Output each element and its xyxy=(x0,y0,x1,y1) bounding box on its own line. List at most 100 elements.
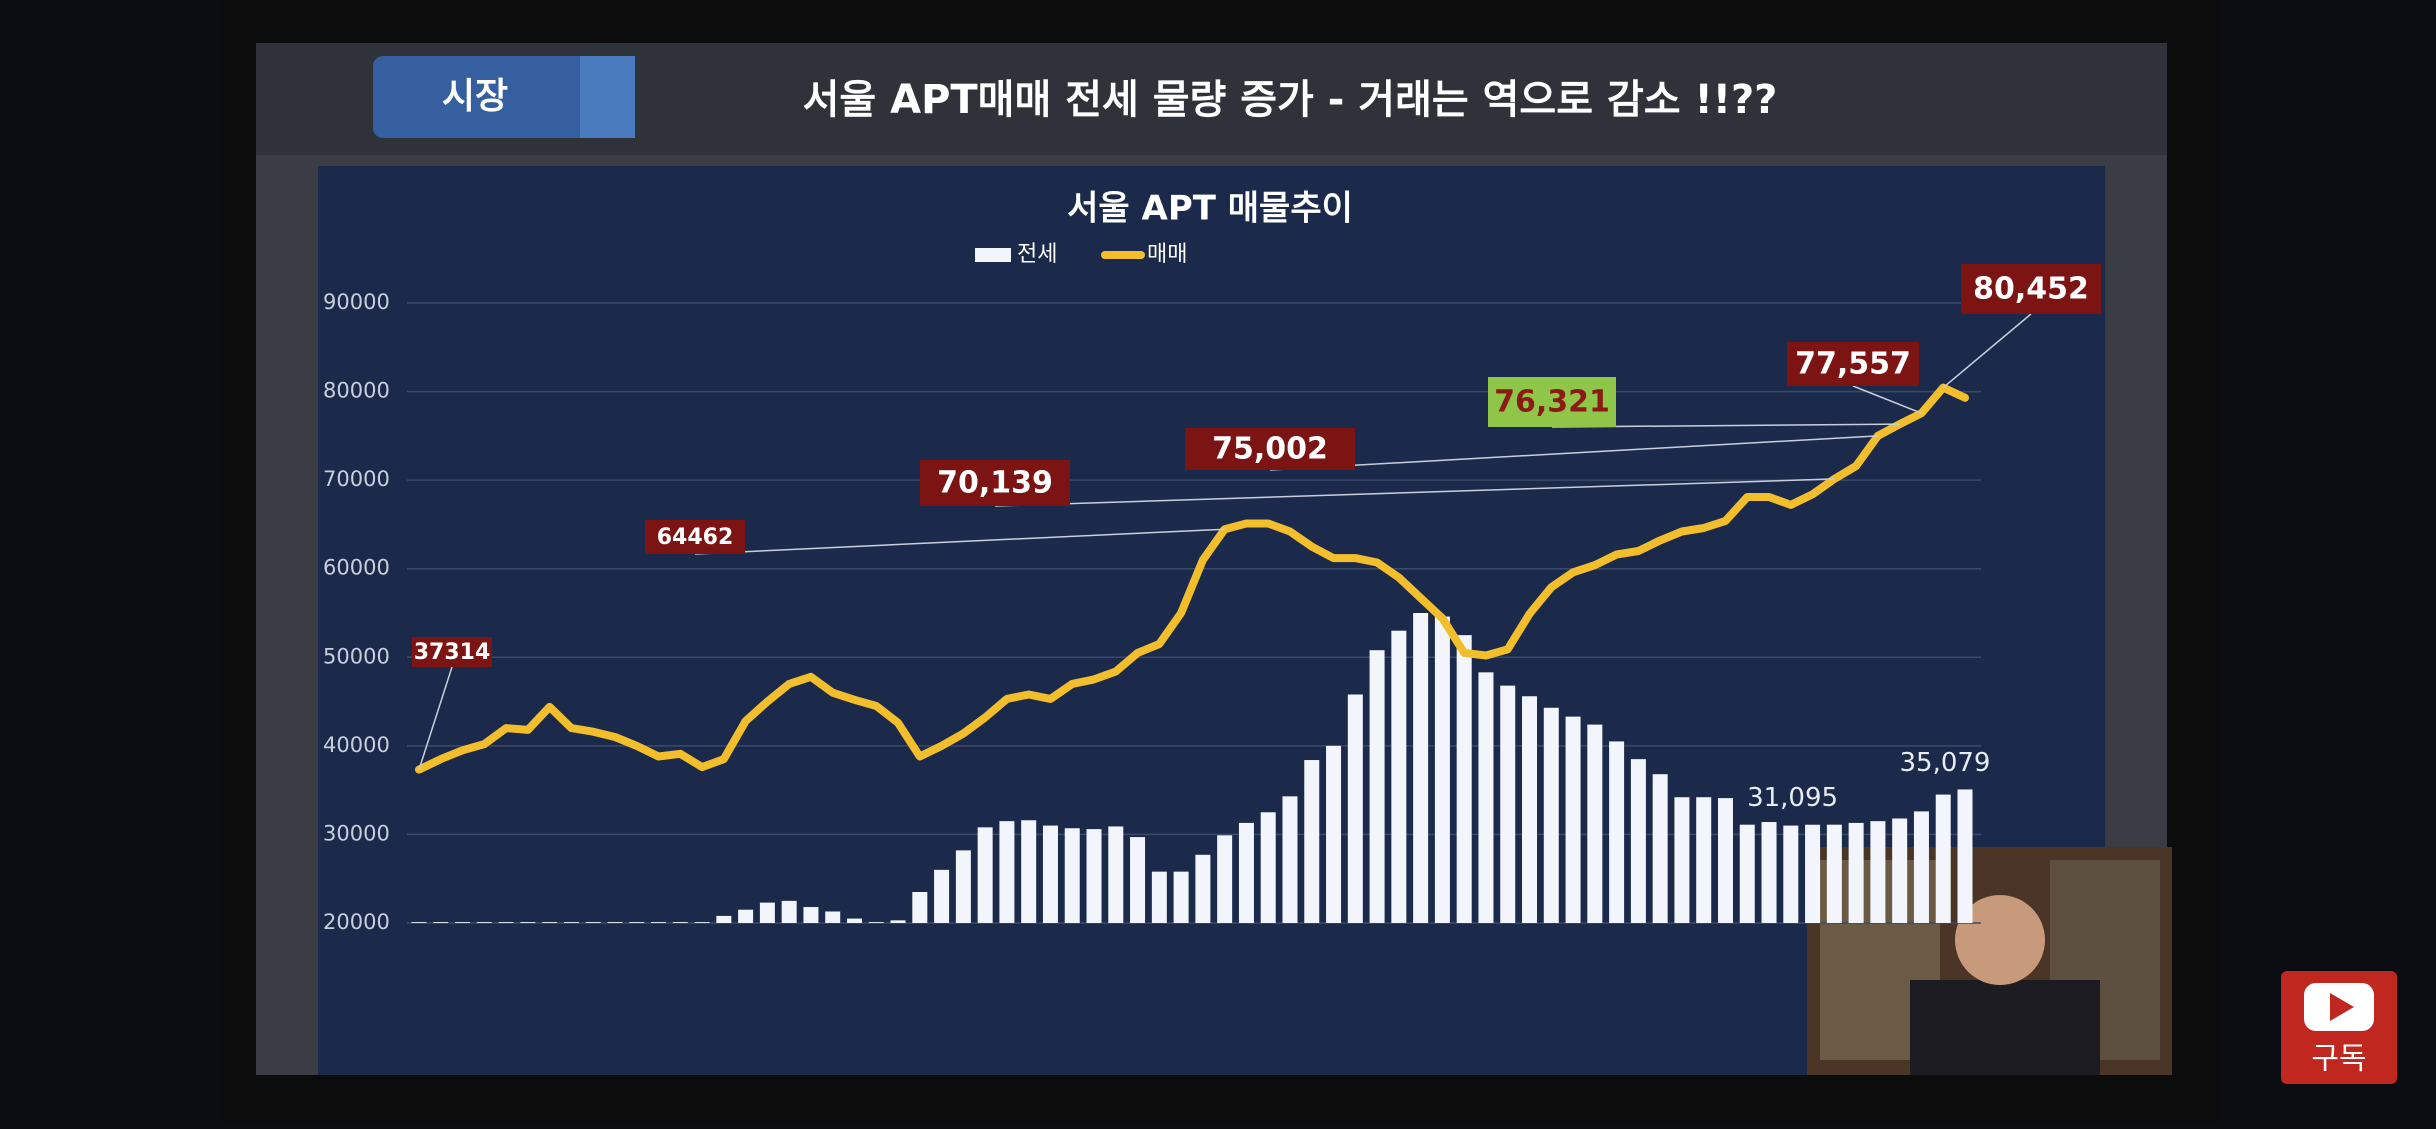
bar xyxy=(1674,797,1690,923)
annotation-box xyxy=(1787,342,1919,386)
bar xyxy=(1739,824,1755,923)
y-tick-label: 50000 xyxy=(323,644,390,668)
slide-title: 서울 APT매매 전세 물량 증가 - 거래는 역으로 감소 !!?? xyxy=(803,77,1778,123)
annotation-label: 80,452 xyxy=(1973,272,2089,307)
bar xyxy=(433,922,449,923)
bar xyxy=(781,900,797,923)
bar xyxy=(912,892,928,923)
bar xyxy=(1086,829,1102,923)
annotation-box xyxy=(1961,264,2101,314)
bar-value-label: 31,095 xyxy=(1747,783,1838,813)
bar xyxy=(1652,774,1668,923)
y-tick-label: 30000 xyxy=(323,821,390,845)
leader-line xyxy=(994,478,1835,507)
annotation-label: 64462 xyxy=(657,525,734,550)
bar xyxy=(1173,871,1189,923)
bar xyxy=(1587,724,1603,923)
leader-line xyxy=(418,666,453,770)
bar xyxy=(520,922,536,923)
bar xyxy=(1456,635,1472,923)
legend-label: 매매 xyxy=(1147,242,1187,267)
bar xyxy=(868,922,884,923)
tab-accent xyxy=(580,56,635,138)
annotation-box xyxy=(1185,428,1355,470)
bar xyxy=(1630,759,1646,923)
bar xyxy=(1805,824,1821,923)
bar xyxy=(1848,822,1864,923)
y-tick-label: 60000 xyxy=(323,556,390,580)
y-tick-label: 90000 xyxy=(323,290,390,314)
leader-line xyxy=(1269,435,1878,471)
bar xyxy=(1021,820,1037,923)
annotation-label: 70,139 xyxy=(937,466,1053,501)
bar xyxy=(1304,760,1320,923)
person-head xyxy=(1955,895,2045,985)
bar xyxy=(1217,835,1233,923)
bar xyxy=(999,821,1015,923)
leader-line xyxy=(694,528,1225,555)
annotation-label: 75,002 xyxy=(1212,432,1328,467)
chart-title: 서울 APT 매물추이 xyxy=(1067,189,1353,229)
bar xyxy=(1522,696,1538,923)
bar xyxy=(1260,812,1276,923)
bar xyxy=(1500,685,1516,923)
bar xyxy=(498,922,514,923)
bar xyxy=(1913,811,1929,923)
bar xyxy=(934,869,950,923)
bar xyxy=(825,911,841,923)
bar xyxy=(1783,825,1799,923)
y-tick-label: 20000 xyxy=(323,910,390,934)
bar xyxy=(1565,716,1581,923)
bar xyxy=(476,922,492,923)
y-tick-label: 40000 xyxy=(323,733,390,757)
person xyxy=(1910,980,2100,1075)
legend-label: 전세 xyxy=(1017,242,1057,267)
y-tick-label: 80000 xyxy=(323,379,390,403)
annotation-box xyxy=(645,520,745,554)
bar xyxy=(955,850,971,923)
bar-value-label: 35,079 xyxy=(1900,748,1991,778)
bar xyxy=(1369,650,1385,923)
bar xyxy=(1064,828,1080,923)
bar xyxy=(585,922,601,923)
bar xyxy=(607,922,623,923)
annotation-label: 76,321 xyxy=(1494,385,1610,420)
bar xyxy=(411,922,427,923)
bar xyxy=(1826,824,1842,923)
bar xyxy=(694,922,710,923)
annotation-box xyxy=(920,460,1070,506)
bar xyxy=(1434,616,1450,923)
legend-swatch xyxy=(975,248,1011,262)
bar xyxy=(1108,826,1124,923)
tab-button xyxy=(373,56,635,138)
y-tick-label: 70000 xyxy=(323,467,390,491)
bar xyxy=(977,827,993,923)
line xyxy=(415,383,1969,774)
bar xyxy=(759,902,775,923)
bar xyxy=(629,922,645,923)
bar xyxy=(1761,822,1777,923)
play-icon xyxy=(2330,993,2354,1021)
annotation-label: 77,557 xyxy=(1795,347,1911,382)
leader-line xyxy=(1852,385,1922,414)
bar xyxy=(1326,745,1342,923)
subscribe-label: 구독 xyxy=(2311,1042,2366,1077)
bar xyxy=(1238,822,1254,923)
bar xyxy=(1957,789,1973,923)
bar xyxy=(1892,818,1908,923)
annotation-box xyxy=(412,637,492,667)
bar xyxy=(1413,613,1429,923)
annotation-label: 37314 xyxy=(414,640,491,665)
bar xyxy=(1391,630,1407,923)
annotation-box xyxy=(1488,377,1616,427)
bar xyxy=(1282,796,1298,923)
bar xyxy=(1347,694,1363,923)
bar xyxy=(1717,798,1733,923)
bar xyxy=(542,922,558,923)
bar xyxy=(1609,741,1625,923)
bar xyxy=(651,922,667,923)
bar xyxy=(563,922,579,923)
bar xyxy=(1696,797,1712,923)
